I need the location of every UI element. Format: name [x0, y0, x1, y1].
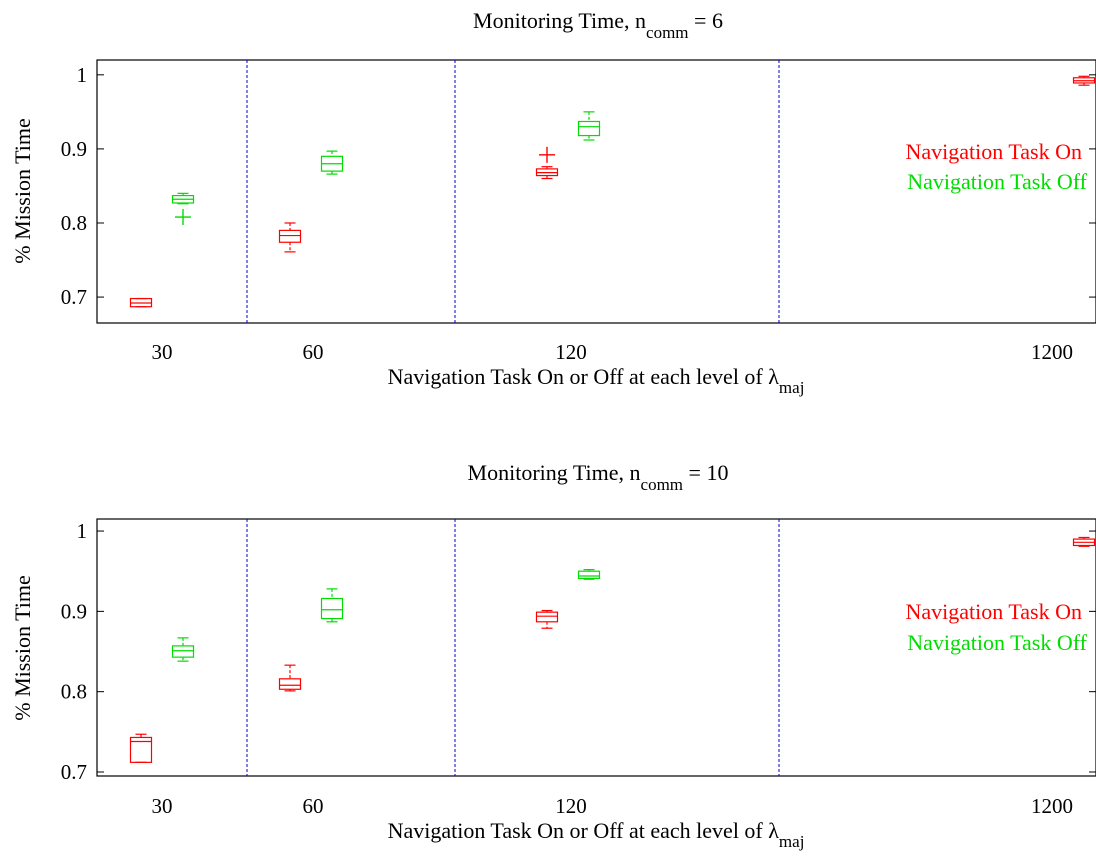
- x-tick-label: 60: [303, 340, 324, 364]
- y-tick-label: 0.7: [61, 285, 87, 309]
- group-dividers: [246, 519, 780, 776]
- x-tick-label: 60: [303, 794, 324, 818]
- box-off-60: [320, 150, 344, 175]
- box-on-1200: [1072, 75, 1096, 86]
- y-tick-label: 1: [77, 63, 88, 87]
- x-tick-label: 30: [152, 794, 173, 818]
- box-on-120: [535, 609, 559, 629]
- y-tick-label: 0.9: [61, 599, 87, 623]
- box-plots: [129, 75, 1096, 308]
- y-ticks: 0.7 0.8 0.9 1: [61, 63, 1096, 309]
- x-tick-labels: 30 60 120 1200: [152, 340, 1074, 364]
- box-plots: [129, 536, 1096, 763]
- chart-title: Monitoring Time, ncomm = 6: [473, 8, 723, 42]
- x-tick-label: 30: [152, 340, 173, 364]
- x-axis-label: Navigation Task On or Off at each level …: [388, 364, 805, 397]
- y-tick-label: 0.8: [61, 680, 87, 704]
- y-axis-label: % Mission Time: [10, 118, 35, 264]
- x-tick-label: 1200: [1031, 340, 1073, 364]
- legend-entry-off: Navigation Task Off: [907, 169, 1087, 194]
- box-off-30: [171, 192, 195, 226]
- legend-entry-on: Navigation Task On: [906, 139, 1082, 164]
- x-tick-label: 120: [555, 340, 587, 364]
- x-tick-labels: 30 60 120 1200: [152, 794, 1074, 818]
- box-on-60: [278, 222, 302, 253]
- plot-frame: [96, 518, 1096, 777]
- x-axis-label: Navigation Task On or Off at each level …: [388, 818, 805, 851]
- y-tick-label: 0.8: [61, 211, 87, 235]
- box-iqr: [577, 120, 601, 137]
- box-on-1200: [1072, 536, 1096, 547]
- y-tick-label: 1: [77, 519, 88, 543]
- y-ticks: 0.7 0.8 0.9 1: [61, 519, 1096, 784]
- box-iqr: [129, 736, 153, 763]
- box-off-120: [577, 111, 601, 141]
- box-on-30: [129, 733, 153, 763]
- group-dividers: [246, 60, 780, 323]
- box-iqr: [577, 570, 601, 580]
- x-tick-label: 120: [555, 794, 587, 818]
- box-on-30: [129, 297, 153, 308]
- box-off-30: [171, 637, 195, 662]
- plot-frame: [96, 59, 1096, 324]
- legend-entry-off: Navigation Task Off: [907, 630, 1087, 655]
- box-iqr: [278, 678, 302, 690]
- chart-panel-1: Monitoring Time, ncomm = 6 0.7 0.8 0.9 1 30…: [10, 8, 1096, 397]
- box-off-60: [320, 588, 344, 623]
- x-tick-label: 1200: [1031, 794, 1073, 818]
- chart-title: Monitoring Time, ncomm = 10: [468, 460, 729, 494]
- box-on-60: [278, 664, 302, 692]
- legend-entry-on: Navigation Task On: [906, 599, 1082, 624]
- y-tick-label: 0.9: [61, 137, 87, 161]
- chart-panel-2: Monitoring Time, ncomm = 10 0.7 0.8 0.9 1 3…: [10, 460, 1096, 851]
- box-off-120: [577, 568, 601, 580]
- y-axis-label: % Mission Time: [10, 575, 35, 721]
- box-iqr: [535, 611, 559, 623]
- box-iqr: [171, 645, 195, 658]
- y-tick-label: 0.7: [61, 760, 87, 784]
- box-on-120: [535, 146, 559, 180]
- box-iqr: [320, 597, 344, 620]
- box-iqr: [278, 229, 302, 243]
